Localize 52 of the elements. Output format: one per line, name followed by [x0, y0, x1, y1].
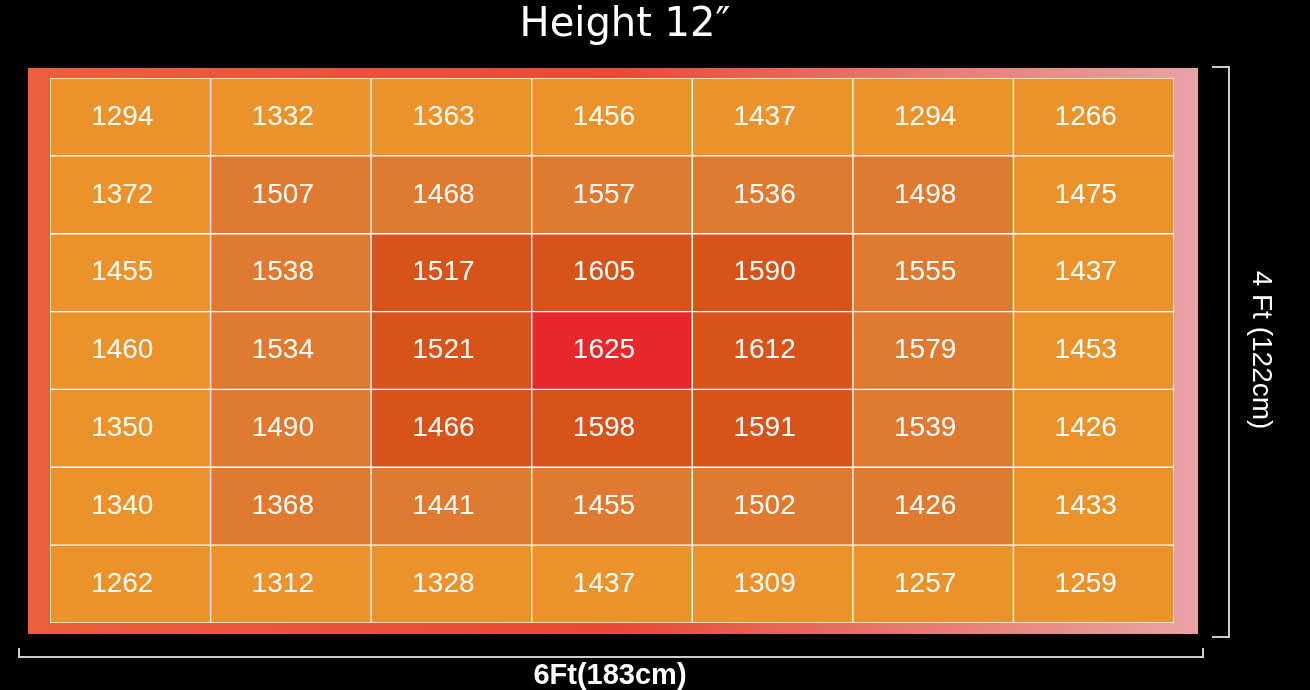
data-label: 1340 — [91, 488, 154, 520]
chart-title: Height 12″ — [518, 0, 732, 47]
data-label: 1539 — [893, 411, 957, 443]
data-label: 1521 — [412, 333, 475, 365]
data-label: 1437 — [1054, 255, 1117, 287]
data-label: 1534 — [251, 333, 315, 365]
data-label: 1372 — [91, 177, 154, 209]
data-label: 1437 — [733, 99, 796, 131]
data-label: 1625 — [572, 333, 636, 365]
data-label: 1426 — [893, 488, 957, 520]
data-label: 1612 — [733, 333, 796, 365]
data-label: 1557 — [572, 177, 636, 209]
data-label: 1257 — [893, 566, 957, 598]
data-label: 1456 — [572, 99, 636, 131]
data-label: 1466 — [412, 411, 475, 443]
data-label: 1259 — [1054, 566, 1117, 598]
data-label: 1312 — [251, 566, 315, 598]
data-label: 1350 — [91, 411, 154, 443]
data-label: 1441 — [412, 488, 475, 520]
data-label: 1332 — [251, 99, 315, 131]
data-label: 1605 — [572, 255, 636, 287]
data-label: 1579 — [893, 333, 957, 365]
data-label: 1363 — [412, 99, 475, 131]
data-label: 1455 — [572, 488, 636, 520]
data-label: 1538 — [251, 255, 315, 287]
data-label: 1591 — [733, 411, 796, 443]
data-label: 1262 — [91, 566, 154, 598]
data-label: 1536 — [733, 177, 796, 209]
data-label: 1468 — [412, 177, 475, 209]
data-label: 1426 — [1054, 411, 1117, 443]
data-label: 1437 — [572, 566, 636, 598]
data-label: 1309 — [733, 566, 796, 598]
data-label: 1294 — [893, 99, 957, 131]
data-label: 1294 — [91, 99, 154, 131]
data-label: 1517 — [412, 255, 475, 287]
data-label: 1453 — [1054, 333, 1117, 365]
data-label: 1266 — [1054, 99, 1117, 131]
data-label: 1590 — [733, 255, 796, 287]
data-label: 1368 — [251, 488, 315, 520]
data-label: 1598 — [572, 411, 636, 443]
data-label: 1460 — [91, 333, 154, 365]
data-label: 1328 — [412, 566, 475, 598]
data-label: 1498 — [893, 177, 957, 209]
data-label: 1502 — [733, 488, 796, 520]
data-label: 1475 — [1054, 177, 1117, 209]
data-label: 1507 — [251, 177, 315, 209]
data-label: 1433 — [1054, 488, 1117, 520]
data-label: 1555 — [893, 255, 957, 287]
data-label: 1455 — [91, 255, 154, 287]
y-axis-title: 4 Ft (122cm) — [1246, 270, 1278, 430]
data-label: 1490 — [251, 411, 315, 443]
x-axis-title: 6Ft(183cm) — [532, 658, 688, 690]
